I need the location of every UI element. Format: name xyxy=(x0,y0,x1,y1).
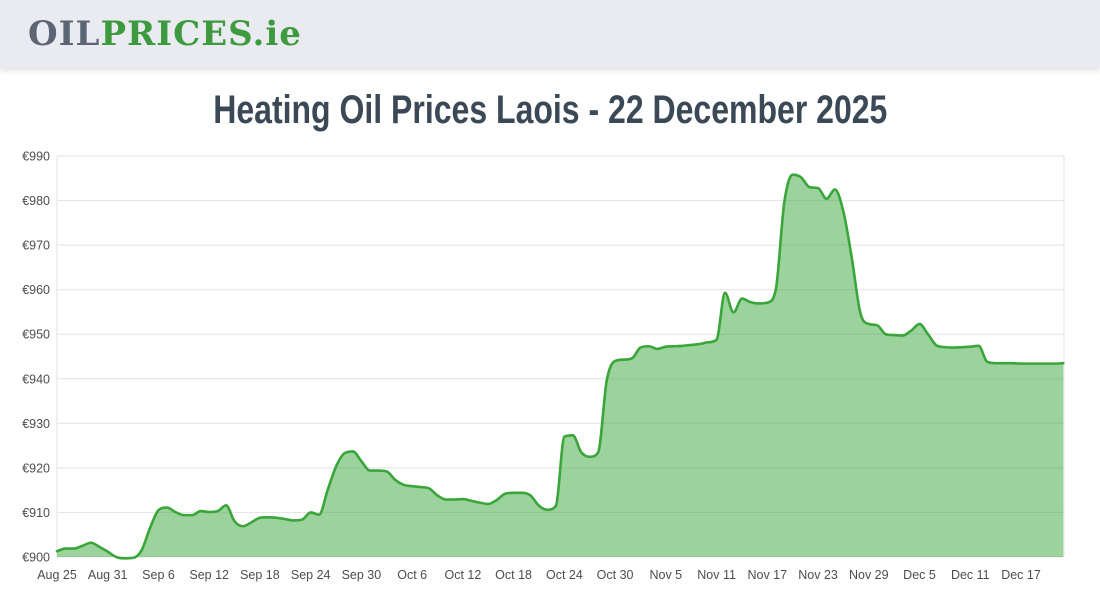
logo-text-domain: .ie xyxy=(252,14,302,54)
logo-text-prices: PRICES xyxy=(100,14,253,54)
x-axis-label: Oct 18 xyxy=(495,568,532,582)
y-axis-label: €950 xyxy=(22,328,50,342)
price-area-fill xyxy=(57,174,1064,559)
y-axis-label: €970 xyxy=(22,239,50,253)
x-axis-label: Sep 6 xyxy=(142,568,175,582)
y-axis-labels: €900 €910 €920 €930 €940 €950 €960 €970 €980 €990 xyxy=(22,150,50,565)
x-axis-label: Nov 17 xyxy=(747,568,787,582)
x-axis-label: Dec 11 xyxy=(951,568,990,582)
x-axis-label: Oct 30 xyxy=(597,568,634,582)
site-header: OILPRICES.ie xyxy=(0,0,1100,68)
x-axis-label: Dec 17 xyxy=(1001,568,1041,582)
x-axis-label: Oct 12 xyxy=(444,568,481,582)
x-axis-label: Sep 24 xyxy=(291,568,331,582)
x-axis-label: Nov 5 xyxy=(649,568,682,582)
x-axis-label: Nov 29 xyxy=(849,568,889,582)
x-axis-label: Aug 31 xyxy=(88,568,128,582)
y-axis-label: €980 xyxy=(22,194,50,208)
y-axis-label: €960 xyxy=(22,283,50,297)
x-axis-label: Dec 5 xyxy=(903,568,936,582)
page-title: Heating Oil Prices Laois - 22 December 2… xyxy=(0,88,1100,132)
y-axis-label: €990 xyxy=(22,150,50,164)
x-axis-label: Oct 24 xyxy=(546,568,583,582)
page-title-text: Heating Oil Prices Laois - 22 December 2… xyxy=(212,88,888,132)
y-axis-label: €930 xyxy=(22,417,50,431)
y-axis-label: €940 xyxy=(22,372,50,386)
x-axis-labels: Aug 25 Aug 31 Sep 6 Sep 12 Sep 18 Sep 24 Sep 3… xyxy=(37,568,1041,582)
y-axis-label: €900 xyxy=(22,551,50,565)
x-axis-label: Sep 30 xyxy=(342,568,382,582)
x-axis-label: Sep 18 xyxy=(240,568,280,582)
price-line-series xyxy=(55,173,1065,560)
y-axis-label: €910 xyxy=(22,506,50,520)
logo-text-oil: OIL xyxy=(28,14,101,54)
x-axis-label: Oct 6 xyxy=(397,568,427,582)
y-axis-label: €920 xyxy=(22,461,50,475)
site-logo[interactable]: OILPRICES.ie xyxy=(28,17,302,51)
x-axis-label: Aug 25 xyxy=(37,568,77,582)
x-axis-label: Nov 23 xyxy=(798,568,838,582)
x-axis-label: Sep 12 xyxy=(189,568,229,582)
x-axis-label: Nov 11 xyxy=(697,568,736,582)
